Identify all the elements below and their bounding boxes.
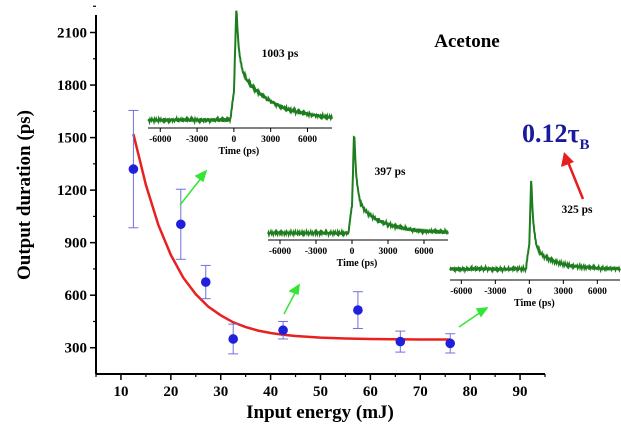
inset-x-label: Time (ps) bbox=[514, 298, 555, 309]
x-ticks: 10 20 30 40 50 60 70 80 90 bbox=[95, 374, 546, 400]
inset-1: -6000 -3000 0 3000 6000 Time (ps) 1003 ps bbox=[147, 10, 333, 157]
x-tick-label: 30 bbox=[213, 384, 228, 400]
data-point bbox=[445, 338, 456, 349]
inset-x-label: Time (ps) bbox=[219, 146, 260, 157]
inset-arrow-1 bbox=[179, 176, 203, 206]
inset-arrow-3-head bbox=[475, 307, 489, 318]
inset-tick-label: -3000 bbox=[186, 135, 208, 145]
inset-arrow-2 bbox=[283, 290, 297, 315]
y-tick-label: 300 bbox=[65, 341, 88, 357]
inset-pointer-arrows bbox=[179, 169, 489, 328]
inset-waveform bbox=[267, 135, 449, 239]
fit-curve bbox=[132, 133, 451, 341]
inset-duration-label: 325 ps bbox=[562, 204, 594, 216]
inset-tick-label: -6000 bbox=[269, 247, 291, 257]
inset-tick-label: 6000 bbox=[588, 287, 607, 297]
data-point bbox=[228, 334, 238, 344]
x-tick-label: 40 bbox=[263, 384, 278, 400]
red-arrow-head bbox=[561, 152, 574, 167]
x-tick-label: 10 bbox=[113, 384, 128, 400]
inset-tick-label: -6000 bbox=[450, 287, 472, 297]
inset-tick-label: 6000 bbox=[415, 247, 434, 257]
inset-arrow-1-head bbox=[194, 169, 208, 183]
ratio-subscript: B bbox=[579, 137, 589, 153]
data-points bbox=[128, 109, 456, 355]
chart-title: Acetone bbox=[434, 31, 499, 52]
x-tick-label: 50 bbox=[313, 384, 328, 400]
inset-tick-label: 3000 bbox=[261, 135, 280, 145]
y-ticks: 300 600 900 1200 1500 1800 2100 bbox=[57, 5, 96, 357]
x-tick-label: 70 bbox=[413, 384, 428, 400]
inset-tick-label: 3000 bbox=[554, 287, 573, 297]
data-point bbox=[128, 164, 139, 174]
x-axis-label: Input energy (mJ) bbox=[246, 402, 394, 423]
inset-tick-label: 3000 bbox=[379, 247, 398, 257]
x-tick-label: 60 bbox=[363, 384, 378, 400]
y-tick-label: 1500 bbox=[57, 131, 87, 147]
y-axis-label: Output duration (ps) bbox=[14, 110, 35, 280]
inset-tick-label: 0 bbox=[527, 287, 532, 297]
inset-duration-label: 1003 ps bbox=[262, 48, 299, 60]
x-tick-label: 20 bbox=[163, 384, 178, 400]
data-point bbox=[395, 336, 406, 347]
inset-tick-label: -3000 bbox=[484, 287, 506, 297]
red-arrow bbox=[566, 161, 585, 200]
x-tick-label: 90 bbox=[513, 384, 528, 400]
y-tick-label: 600 bbox=[65, 288, 88, 304]
inset-2: -6000 -3000 0 3000 6000 Time (ps) 397 ps bbox=[267, 135, 449, 269]
data-point bbox=[353, 305, 363, 315]
y-tick-label: 1200 bbox=[57, 183, 87, 199]
y-tick-label: 900 bbox=[65, 236, 88, 252]
inset-waveform bbox=[449, 180, 621, 275]
inset-tick-label: 0 bbox=[231, 135, 236, 145]
data-point bbox=[278, 325, 288, 336]
inset-tick-label: 0 bbox=[350, 247, 355, 257]
data-point bbox=[200, 277, 211, 287]
inset-tick-label: -6000 bbox=[149, 135, 171, 145]
inset-arrow-3 bbox=[458, 311, 482, 328]
inset-arrow-2-head bbox=[288, 283, 300, 296]
ratio-annotation: 0.12τB bbox=[522, 119, 590, 153]
inset-duration-label: 397 ps bbox=[375, 166, 407, 178]
inset-x-label: Time (ps) bbox=[337, 258, 378, 269]
ratio-value: 0.12τ bbox=[522, 119, 580, 148]
inset-tick-label: -3000 bbox=[305, 247, 327, 257]
inset-waveform bbox=[147, 10, 333, 126]
x-tick-label: 80 bbox=[463, 384, 478, 400]
y-tick-label: 1800 bbox=[57, 78, 87, 94]
y-tick-label: 2100 bbox=[57, 26, 87, 42]
data-point bbox=[176, 219, 186, 230]
inset-3: -6000 -3000 0 3000 6000 Time (ps) 325 ps bbox=[449, 180, 621, 309]
inset-tick-label: 6000 bbox=[298, 135, 317, 145]
